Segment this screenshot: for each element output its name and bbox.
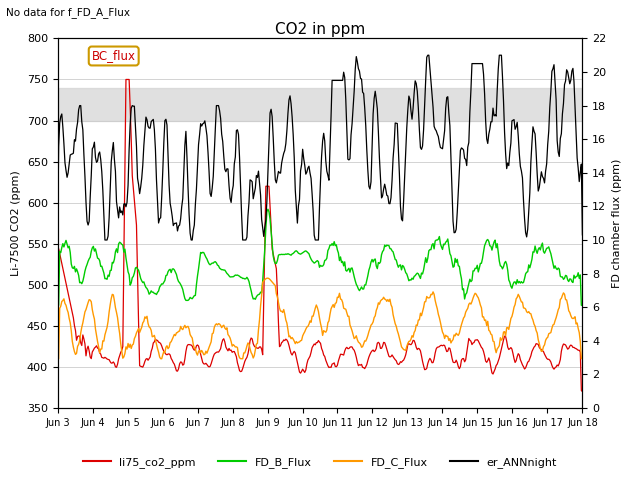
Y-axis label: Li-7500 CO2 (ppm): Li-7500 CO2 (ppm): [11, 170, 21, 276]
Text: BC_flux: BC_flux: [92, 49, 136, 62]
Legend: li75_co2_ppm, FD_B_Flux, FD_C_Flux, er_ANNnight: li75_co2_ppm, FD_B_Flux, FD_C_Flux, er_A…: [78, 452, 562, 472]
Title: CO2 in ppm: CO2 in ppm: [275, 22, 365, 37]
Y-axis label: FD chamber flux (ppm): FD chamber flux (ppm): [612, 158, 622, 288]
Bar: [58, 88, 582, 120]
Text: No data for f_FD_A_Flux: No data for f_FD_A_Flux: [6, 7, 131, 18]
